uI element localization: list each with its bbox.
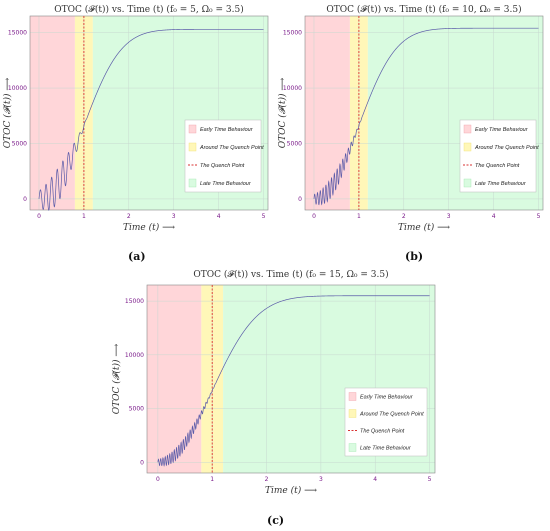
y-tick-label: 10000: [125, 352, 144, 359]
y-tick-label: 0: [140, 459, 144, 466]
legend-box: [459, 119, 537, 193]
x-tick-label: 2: [127, 213, 131, 220]
y-tick-label: 15000: [8, 30, 27, 37]
x-tick-label: 0: [312, 213, 316, 220]
x-tick-label: 2: [402, 213, 406, 220]
legend-label: Early Time Behaviour: [475, 127, 529, 133]
legend-box: [184, 119, 262, 193]
otoc-curve: [38, 28, 264, 211]
y-axis-label: OTOC (𝓕(t)) ⟶: [2, 78, 13, 149]
legend-swatch-early: [348, 392, 357, 401]
early-time-region: [30, 16, 75, 210]
y-tick-label: 5000: [129, 406, 144, 413]
x-tick-label: 0: [37, 213, 41, 220]
legend-label: The Quench Point: [360, 429, 405, 435]
y-tick-label: 5000: [287, 140, 302, 147]
chart-panel-b: 0 1 2 3 4 5 0 5000 10000 15000 OTOC (𝓕(t)) vs. Tim…: [275, 0, 550, 265]
y-tick-label: 15000: [283, 30, 302, 37]
y-axis-label: OTOC (𝓕(t)) ⟶: [277, 78, 288, 149]
x-axis-label: Time (t) ⟶: [123, 222, 175, 233]
y-tick-label: 10000: [283, 85, 302, 92]
x-tick-label: 1: [210, 476, 214, 483]
y-tick-label: 15000: [125, 298, 144, 305]
x-tick-label: 3: [319, 476, 323, 483]
chart-panel-c: 0 1 2 3 4 5 0 5000 10000 15000 OTOC (𝓕(t)) vs. Tim…: [105, 263, 445, 508]
x-tick-label: 5: [537, 213, 541, 220]
caption-b: (b): [405, 250, 424, 263]
legend-label: Early Time Behaviour: [360, 395, 414, 401]
x-axis-label: Time (t) ⟶: [265, 485, 317, 496]
x-tick-label: 4: [373, 476, 377, 483]
plot-frame: [146, 284, 436, 474]
legend-swatch-late: [188, 178, 197, 188]
caption-c: (c): [267, 514, 285, 527]
early-time-region: [305, 16, 350, 210]
legend: Early Time Behaviour Around The Quench Po…: [344, 387, 428, 457]
chart-title: OTOC (𝓕(t)) vs. Time (t) (f₀ = 15, Ω₀ = …: [193, 269, 388, 280]
otoc-curve: [313, 27, 539, 206]
x-tick-label: 2: [265, 476, 269, 483]
chart-a-svg: 0 1 2 3 4 5 0 5000 10000 15000 OTOC (𝓕(t)) vs. Tim…: [2, 4, 269, 233]
chart-title: OTOC (𝓕(t)) vs. Time (t) (f₀ = 10, Ω₀ = …: [326, 4, 521, 15]
legend-swatch-early: [188, 124, 197, 134]
x-tick-label: 4: [217, 213, 221, 220]
legend-swatch-quench: [348, 409, 357, 418]
legend-label: Late Time Behaviour: [475, 181, 527, 187]
x-tick-label: 5: [428, 476, 432, 483]
legend-label: Around The Quench Point: [474, 145, 539, 151]
legend-swatch-quench: [188, 142, 197, 152]
chart-title: OTOC (𝓕(t)) vs. Time (t) (f₀ = 5, Ω₀ = 3…: [54, 4, 244, 15]
legend-swatch-late: [463, 178, 472, 188]
x-tick-label: 5: [262, 213, 266, 220]
otoc-curve: [157, 295, 430, 467]
chart-panel-a: 0 1 2 3 4 5 0 5000 10000 15000 OTOC (𝓕(t)) vs. Tim…: [0, 0, 275, 265]
legend-label: Around The Quench Point: [359, 412, 424, 418]
x-tick-label: 1: [82, 213, 86, 220]
x-tick-label: 1: [357, 213, 361, 220]
y-tick-label: 5000: [12, 140, 27, 147]
legend-label: Late Time Behaviour: [360, 446, 412, 452]
y-tick-label: 10000: [8, 85, 27, 92]
legend-swatch-early: [463, 124, 472, 134]
legend-label: The Quench Point: [200, 163, 245, 169]
y-tick-label: 0: [23, 196, 27, 203]
legend-box: [344, 387, 428, 457]
caption-a: (a): [128, 250, 146, 263]
legend-label: Late Time Behaviour: [200, 181, 252, 187]
plot-frame: [29, 15, 269, 211]
chart-b-svg: 0 1 2 3 4 5 0 5000 10000 15000 OTOC (𝓕(t)) vs. Tim…: [277, 4, 544, 233]
legend: Early Time Behaviour Around The Quench Po…: [184, 119, 264, 193]
y-tick-label: 0: [298, 196, 302, 203]
x-axis-label: Time (t) ⟶: [398, 222, 450, 233]
x-tick-label: 3: [172, 213, 176, 220]
legend: Early Time Behaviour Around The Quench Po…: [459, 119, 539, 193]
legend-label: Early Time Behaviour: [200, 127, 254, 133]
legend-swatch-late: [348, 443, 357, 452]
legend-swatch-quench: [463, 142, 472, 152]
x-tick-label: 0: [156, 476, 160, 483]
legend-label: The Quench Point: [475, 163, 520, 169]
plot-frame: [304, 15, 544, 211]
x-tick-label: 3: [447, 213, 451, 220]
y-axis-label: OTOC (𝓕(t)) ⟶: [111, 344, 122, 415]
early-time-region: [147, 285, 202, 473]
x-tick-label: 4: [492, 213, 496, 220]
chart-c-svg: 0 1 2 3 4 5 0 5000 10000 15000 OTOC (𝓕(t)) vs. Tim…: [111, 269, 436, 496]
legend-label: Around The Quench Point: [199, 145, 264, 151]
